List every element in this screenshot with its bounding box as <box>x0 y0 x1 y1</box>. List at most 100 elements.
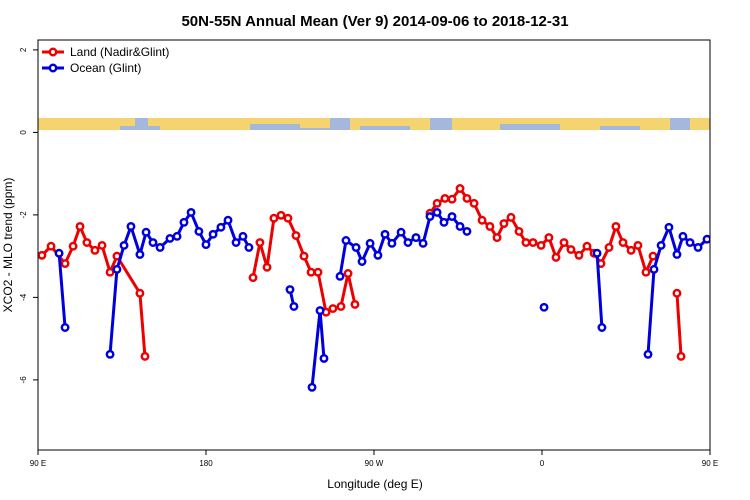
data-point <box>643 349 653 359</box>
data-point <box>238 231 248 241</box>
series-line <box>57 210 709 388</box>
data-point <box>439 217 449 227</box>
data-point <box>485 221 495 231</box>
data-point <box>574 250 584 260</box>
data-point <box>194 226 204 236</box>
y-tick-label: -6 <box>19 376 28 384</box>
series-line <box>40 186 683 357</box>
data-point <box>105 267 115 277</box>
data-point <box>223 215 233 225</box>
data-point <box>425 212 435 221</box>
data-point <box>82 238 92 247</box>
x-tick-label: 90 E <box>702 459 718 468</box>
data-point <box>611 221 621 231</box>
legend: Land (Nadir&Glint) Ocean (Glint) <box>42 45 169 75</box>
data-point <box>112 264 122 274</box>
data-point <box>633 240 643 250</box>
data-point <box>276 210 286 220</box>
x-axis-label: Longitude (deg E) <box>327 477 422 491</box>
data-point <box>432 198 442 208</box>
data-point <box>365 238 375 248</box>
data-point <box>140 351 150 361</box>
x-tick-label: 180 <box>199 459 213 468</box>
data-point <box>165 233 175 243</box>
data-point <box>75 221 85 231</box>
data-point <box>492 233 502 243</box>
data-point <box>186 207 196 217</box>
data-point <box>141 227 151 237</box>
y-axis-label: XCO2 - MLO trend (ppm) <box>1 178 15 313</box>
data-point <box>387 238 397 248</box>
chart-title: 50N-55N Annual Mean (Ver 9) 2014-09-06 t… <box>181 13 568 30</box>
data-point <box>373 250 383 260</box>
data-point <box>566 245 576 254</box>
data-point <box>544 233 554 243</box>
data-point <box>455 221 465 231</box>
data-point <box>685 238 695 247</box>
data-point <box>283 213 293 223</box>
data-point <box>54 248 64 258</box>
data-point <box>336 302 346 311</box>
legend-marker <box>48 47 58 57</box>
data-point <box>179 217 189 227</box>
data-point <box>648 251 658 261</box>
data-point <box>702 234 710 244</box>
data-point <box>440 193 450 203</box>
data-point <box>462 226 472 236</box>
data-point <box>60 259 70 269</box>
data-point <box>462 193 472 203</box>
data-point <box>514 226 524 236</box>
data-point <box>315 306 325 316</box>
data-point <box>208 229 218 239</box>
data-point <box>447 194 457 204</box>
data-point <box>597 323 607 332</box>
data-point <box>135 250 145 259</box>
data-point <box>396 227 406 237</box>
data-point <box>506 212 516 222</box>
data-point <box>649 264 659 274</box>
data-point <box>68 241 78 251</box>
data-point <box>641 267 651 277</box>
data-point <box>289 302 299 311</box>
data-point <box>626 245 636 255</box>
x-tick-label: 90 W <box>365 459 384 468</box>
legend-label: Ocean (Glint) <box>70 61 141 75</box>
data-point <box>551 252 561 262</box>
y-tick-label: 0 <box>19 130 28 135</box>
data-point <box>528 238 538 247</box>
data-point <box>313 267 323 277</box>
data-point <box>60 323 70 332</box>
data-point <box>455 184 465 193</box>
data-point <box>582 241 592 251</box>
data-point <box>216 222 226 232</box>
data-point <box>319 353 329 363</box>
data-point <box>135 288 145 298</box>
data-point <box>351 243 361 252</box>
data-point <box>105 349 115 359</box>
data-point <box>262 262 272 272</box>
data-point <box>307 382 317 392</box>
data-point <box>499 219 509 229</box>
data-point <box>231 238 241 247</box>
data-point <box>672 288 682 298</box>
data-point <box>403 238 413 247</box>
data-point <box>559 238 569 247</box>
data-point <box>269 213 279 223</box>
data-point <box>604 243 614 252</box>
data-point <box>299 251 309 261</box>
data-point <box>126 221 136 231</box>
data-point <box>335 271 345 281</box>
data-point <box>148 238 158 247</box>
data-point <box>38 250 47 260</box>
y-tick-label: -4 <box>19 293 28 301</box>
data-point <box>350 299 360 309</box>
data-point <box>172 231 182 241</box>
data-point <box>343 269 353 278</box>
data-point <box>539 302 549 312</box>
data-point <box>676 351 686 361</box>
data-point <box>432 207 442 217</box>
data-point <box>306 267 316 277</box>
data-point <box>477 215 487 225</box>
data-point <box>90 245 100 255</box>
